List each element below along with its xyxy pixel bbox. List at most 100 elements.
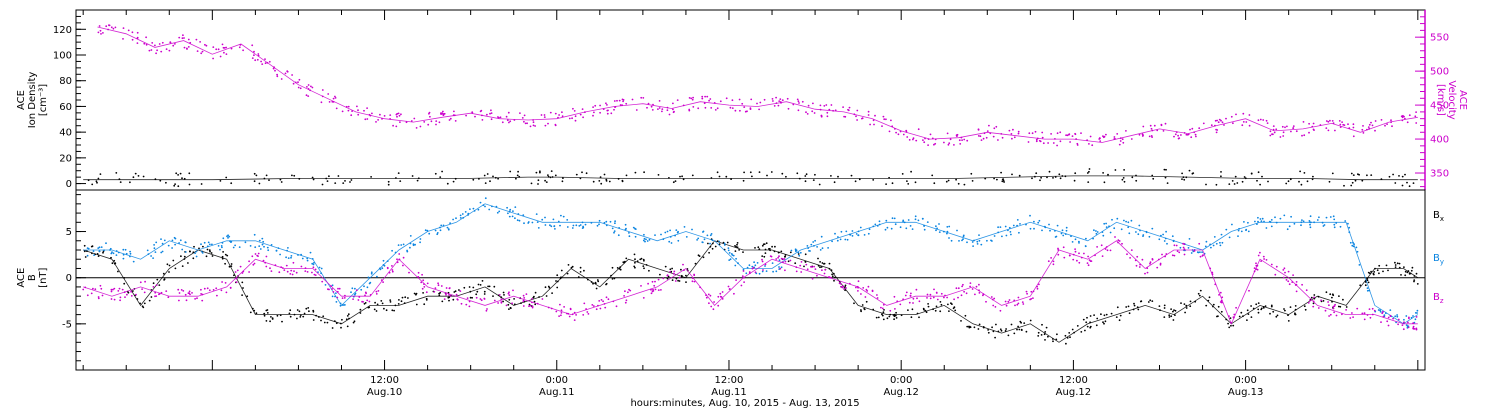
velocity-point [731,99,734,102]
b-y-point [1209,243,1211,246]
b-x-point [348,317,350,320]
b-y-point [261,237,264,240]
velocity-point [294,81,297,84]
b-z-point [896,300,899,303]
b-z-point [281,267,284,269]
b-x-point [1403,266,1405,268]
b-z-point [1270,263,1273,266]
ion-density-point [598,180,601,182]
b-x-point [861,304,864,306]
velocity-point [1216,119,1218,122]
b-z-point [1397,318,1400,321]
b-y-point [859,226,862,229]
b-x-point [1017,325,1019,328]
b-x-point [892,314,895,316]
ion-density-point [416,179,419,182]
b-y-point [799,251,802,254]
ion-density-point [742,179,745,182]
b-y-point [1368,289,1371,292]
b-y-point [1279,217,1282,220]
ion-density-point [472,178,475,181]
b-y-point [1127,221,1130,224]
b-y-point [512,210,514,213]
b-y-point [936,227,938,230]
b-y-point [446,226,449,229]
b-y-point [477,208,480,211]
b-y-point [624,223,627,226]
b-y-point [452,218,454,221]
b-y-point [863,234,866,236]
b-z-point [905,291,908,294]
ion-density-point [1123,169,1125,171]
b-x-point [1413,275,1416,277]
velocity-point [1303,134,1306,137]
ion-density-point [1087,181,1090,184]
ion-density-point [1343,184,1345,187]
velocity-point [812,102,814,105]
b-z-point [1096,246,1098,248]
b-y-point [1238,227,1240,230]
b-x-point [1212,303,1215,306]
b-y-point [279,253,281,256]
velocity-point [676,99,679,101]
b-y-point [1199,251,1201,254]
b-x-point [347,313,350,316]
velocity-point [1415,122,1418,124]
b-x-point [648,269,650,272]
b-z-point [860,293,862,295]
b-x-point [320,319,322,322]
velocity-point [688,97,691,99]
velocity-point [1194,133,1197,136]
ion-density-point [600,182,603,185]
b-y-point [710,233,713,235]
b-y-point [1008,226,1011,229]
b-x-point [1410,269,1413,272]
b-z-point [811,277,814,280]
b-y-point [1290,215,1292,218]
b-x-point [452,298,455,301]
velocity-point [1308,131,1310,134]
b-z-point [810,265,812,268]
b-y-point [778,259,781,262]
velocity-point [230,47,233,50]
b-z-point [497,302,499,304]
velocity-point [122,27,125,29]
b-x-point [1264,305,1267,307]
b-z-point [332,291,335,293]
b-z-point [598,300,601,302]
b-z-point [283,269,286,271]
velocity-point [1028,132,1031,135]
b-y-point [1347,222,1349,225]
b-y-point [582,225,584,228]
b-x-point [500,296,502,298]
b-z-point [1219,301,1222,303]
b-x-point [987,331,990,334]
b-x-point [513,303,516,306]
b-z-point [1335,314,1338,317]
velocity-point [1367,126,1370,128]
ion-density-point [137,175,140,177]
velocity-point [1390,121,1392,124]
velocity-point [357,109,359,112]
b-z-point [498,294,501,296]
b-y-point [1158,238,1161,241]
b-y-point [1005,234,1008,237]
b-z-point [1121,242,1123,245]
b-x-point [1317,295,1320,298]
b-z-point [1052,263,1055,266]
b-x-point [828,267,831,270]
b-x-point [960,320,962,322]
b-x-point [1394,266,1397,268]
ion-density-point [181,177,183,180]
velocity-point [150,49,153,51]
b-y-point [1037,221,1040,224]
b-y-point [1102,234,1105,237]
b-z-point [541,298,544,300]
b-z-point [295,271,298,274]
b-y-point [1135,231,1137,233]
velocity-point [143,42,146,45]
velocity-point [366,107,368,109]
b-z-point [200,288,202,291]
b-y-point [1113,227,1116,230]
b-x-point [533,295,535,298]
